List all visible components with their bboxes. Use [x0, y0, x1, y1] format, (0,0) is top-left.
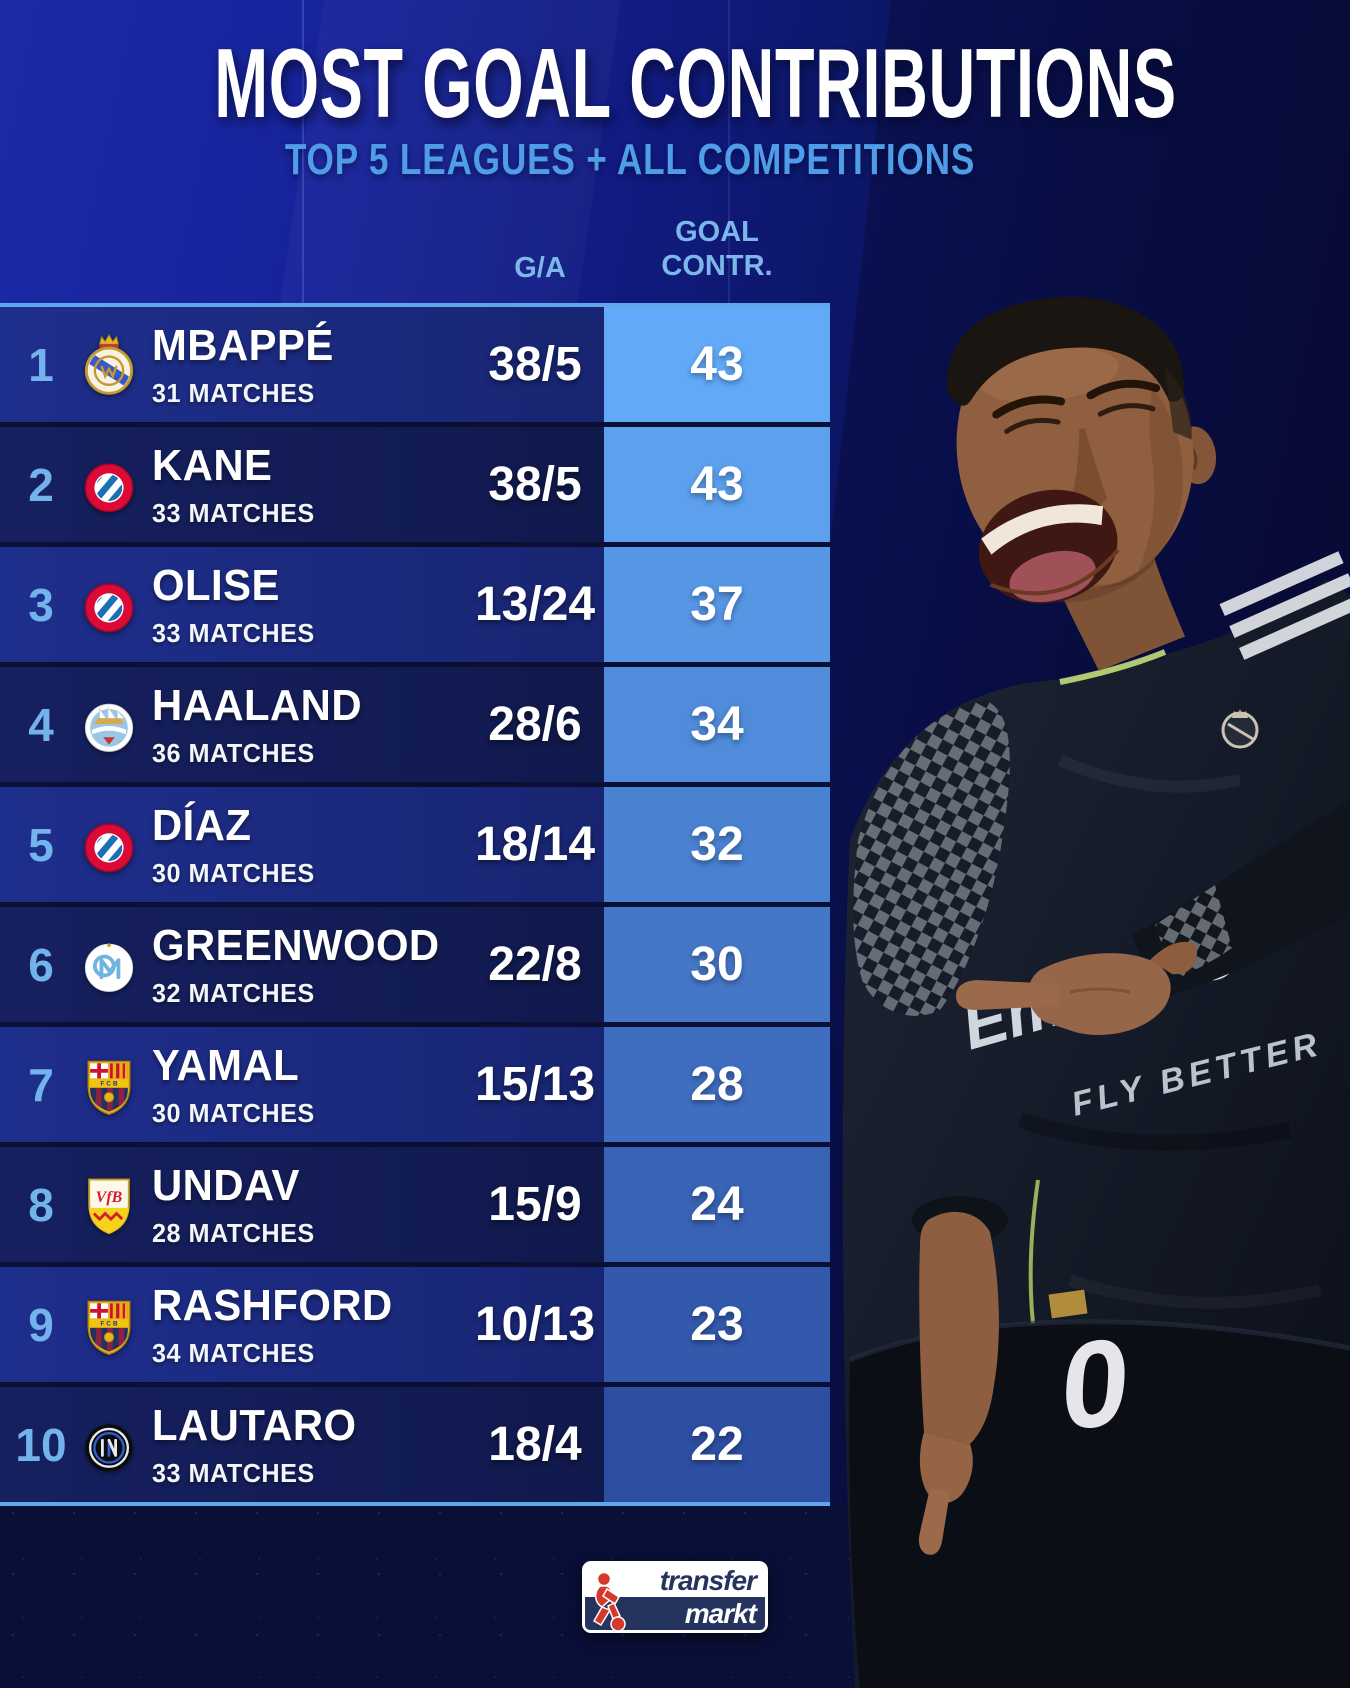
rank-label: 1	[0, 307, 82, 422]
rank-label: 5	[0, 787, 82, 902]
pointing-index-finger	[956, 980, 1060, 1010]
club-badge-bayern	[80, 812, 138, 878]
player-name: RASHFORD	[152, 1281, 393, 1331]
rank-label: 3	[0, 547, 82, 662]
table-row: 10 LAUTARO 33 MATCHES 18/4 22	[0, 1387, 830, 1502]
goals-assists-value: 38/5	[445, 427, 625, 542]
player-matches: 30 MATCHES	[152, 1098, 315, 1129]
goal-contributions-cell: 37	[604, 547, 830, 662]
transfermarkt-logo: transfer markt	[582, 1561, 768, 1633]
player-matches: 36 MATCHES	[152, 738, 366, 769]
goal-contributions-cell: 43	[604, 427, 830, 542]
player-info: DÍAZ 30 MATCHES	[152, 787, 320, 902]
player-photo-celebrating: Emirates FLY BETTER 0	[820, 280, 1350, 1688]
player-info: KANE 33 MATCHES	[152, 427, 320, 542]
player-name: OLISE	[152, 561, 311, 611]
goal-contributions-cell: 43	[604, 307, 830, 422]
player-info: UNDAV 28 MATCHES	[152, 1147, 320, 1262]
player-matches: 33 MATCHES	[152, 498, 315, 529]
goal-contributions-cell: 28	[604, 1027, 830, 1142]
column-header-ga: G/A	[467, 252, 613, 285]
goal-contributions-cell: 30	[604, 907, 830, 1022]
column-header-contr: CONTR.	[604, 249, 830, 283]
column-header-goal-contr: GOAL CONTR.	[604, 215, 830, 283]
goals-assists-value: 18/14	[445, 787, 625, 902]
player-matches: 33 MATCHES	[152, 618, 315, 649]
player-matches: 28 MATCHES	[152, 1218, 315, 1249]
goals-assists-value: 15/13	[445, 1027, 625, 1142]
player-info: RASHFORD 34 MATCHES	[152, 1267, 405, 1382]
goals-assists-value: 15/9	[445, 1147, 625, 1262]
player-info: MBAPPÉ 31 MATCHES	[152, 307, 343, 422]
club-badge-stuttgart	[80, 1172, 138, 1238]
goals-assists-value: 13/24	[445, 547, 625, 662]
table-row: 4 HAALAND 36 MATCHES 28/6 34	[0, 667, 830, 782]
player-info: YAMAL 30 MATCHES	[152, 1027, 320, 1142]
player-info: GREENWOOD 32 MATCHES	[152, 907, 455, 1022]
player-info: OLISE 33 MATCHES	[152, 547, 320, 662]
gold-adidas-tag	[1049, 1290, 1088, 1319]
club-badge-barcelona	[80, 1292, 138, 1358]
goal-contributions-cell: 24	[604, 1147, 830, 1262]
player-name: DÍAZ	[152, 801, 311, 851]
club-badge-bayern	[80, 572, 138, 638]
player-matches: 33 MATCHES	[152, 1458, 361, 1489]
goals-assists-value: 28/6	[445, 667, 625, 782]
rank-label: 6	[0, 907, 82, 1022]
player-info: HAALAND 36 MATCHES	[152, 667, 373, 782]
goals-assists-value: 18/4	[445, 1387, 625, 1502]
player-name: MBAPPÉ	[152, 321, 334, 371]
goals-assists-value: 22/8	[445, 907, 625, 1022]
player-name: UNDAV	[152, 1161, 311, 1211]
table-rows: 1 MBAPPÉ 31 MATCHES 38/5 43 2 KANE 33 MA…	[0, 307, 830, 1502]
goals-assists-value: 10/13	[445, 1267, 625, 1382]
page-title: MOST GOAL CONTRIBUTIONS	[214, 34, 1046, 132]
club-badge-barcelona	[80, 1052, 138, 1118]
player-head	[937, 280, 1244, 686]
player-name: YAMAL	[152, 1041, 311, 1091]
page-subtitle: TOP 5 LEAGUES + ALL COMPETITIONS	[126, 138, 1134, 182]
rank-label: 2	[0, 427, 82, 542]
goals-assists-value: 38/5	[445, 307, 625, 422]
player-name: KANE	[152, 441, 311, 491]
player-matches: 32 MATCHES	[152, 978, 446, 1009]
table-row: 7 YAMAL 30 MATCHES 15/13 28	[0, 1027, 830, 1142]
club-badge-real-madrid	[80, 332, 138, 398]
table-bottom-border	[0, 1502, 830, 1506]
rank-label: 7	[0, 1027, 82, 1142]
club-badge-bayern	[80, 452, 138, 518]
player-matches: 34 MATCHES	[152, 1338, 398, 1369]
player-name: HAALAND	[152, 681, 362, 731]
player-name: GREENWOOD	[152, 921, 440, 971]
rank-label: 9	[0, 1267, 82, 1382]
goal-contributions-cell: 32	[604, 787, 830, 902]
player-info: LAUTARO 33 MATCHES	[152, 1387, 367, 1502]
club-badge-man-city	[80, 692, 138, 758]
table-row: 2 KANE 33 MATCHES 38/5 43	[0, 427, 830, 542]
table-row: 9 RASHFORD 34 MATCHES 10/13 23	[0, 1267, 830, 1382]
rank-label: 8	[0, 1147, 82, 1262]
transfermarkt-player-icon	[587, 1569, 629, 1633]
column-header-goal: GOAL	[604, 215, 830, 249]
table-row: 5 DÍAZ 30 MATCHES 18/14 32	[0, 787, 830, 902]
goal-contributions-cell: 23	[604, 1267, 830, 1382]
lower-forearm	[919, 1212, 999, 1444]
club-badge-marseille	[80, 932, 138, 998]
player-matches: 31 MATCHES	[152, 378, 338, 409]
table-row: 6 GREENWOOD 32 MATCHES 22/8 30	[0, 907, 830, 1022]
goal-contributions-cell: 34	[604, 667, 830, 782]
ranking-table: 1 MBAPPÉ 31 MATCHES 38/5 43 2 KANE 33 MA…	[0, 303, 830, 1506]
player-matches: 30 MATCHES	[152, 858, 315, 889]
infographic-canvas: MOST GOAL CONTRIBUTIONS TOP 5 LEAGUES + …	[0, 0, 1350, 1688]
table-row: 1 MBAPPÉ 31 MATCHES 38/5 43	[0, 307, 830, 422]
table-row: 8 UNDAV 28 MATCHES 15/9 24	[0, 1147, 830, 1262]
goal-contributions-cell: 22	[604, 1387, 830, 1502]
player-name: LAUTARO	[152, 1401, 357, 1451]
rank-label: 10	[0, 1387, 82, 1502]
rank-label: 4	[0, 667, 82, 782]
table-row: 3 OLISE 33 MATCHES 13/24 37	[0, 547, 830, 662]
club-badge-inter	[80, 1412, 138, 1478]
